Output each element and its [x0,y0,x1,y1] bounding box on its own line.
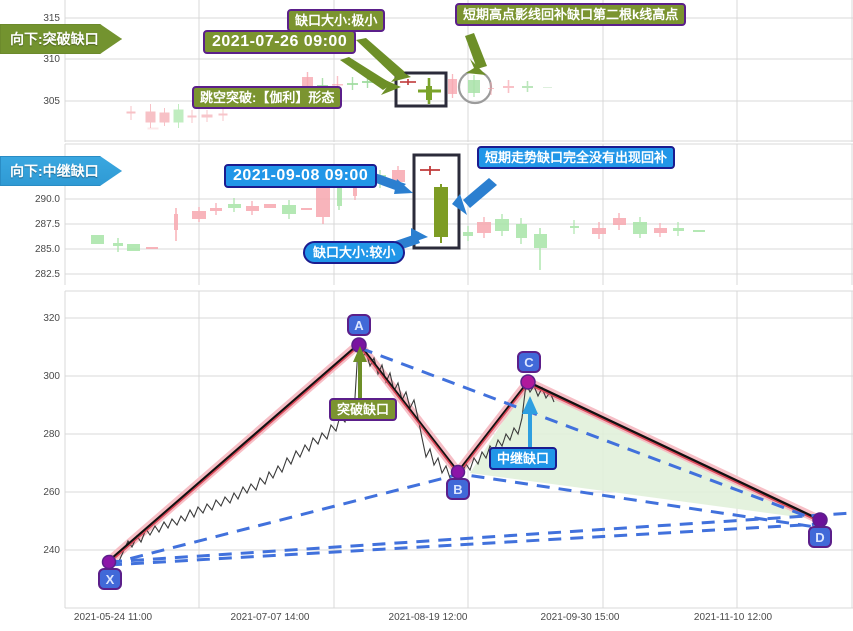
gap-size-label-mid: 缺口大小:较小 [303,241,406,264]
high-shadow-fill-label: 短期高点影线回补缺口第二根k线高点 [455,3,687,26]
runaway-gap-callout: 中继缺口 [489,447,558,470]
no-fill-label: 短期走势缺口完全没有出现回补 [477,146,676,169]
trend-area-fill [470,382,820,520]
y-tick-mid-0: 290.0 [34,194,60,205]
y-tick-mid-2: 285.0 [34,244,60,255]
y-tick-bot-1: 300 [43,371,60,382]
y-tick-bot-0: 320 [43,313,60,324]
y-tick-mid-1: 287.5 [34,219,60,230]
overview-trend-panel: 320 300 280 260 240 X A B C D 突破缺口 中继缺口 [0,288,853,631]
pivot-label-c: C [517,351,541,373]
breakaway-gap-banner: 向下:突破缺口 [0,24,122,54]
runaway-gap-plot [64,143,853,285]
y-tick-bot-4: 240 [43,545,60,556]
annotation-arrow-group [340,33,487,95]
runaway-gap-banner: 向下:中继缺口 [0,156,122,186]
runaway-gap-panel: 290.0 287.5 285.0 282.5 向下:中继缺口 2021-09-… [0,142,853,285]
pivot-label-x: X [98,568,122,590]
breakaway-gap-arrow [353,346,367,398]
breakaway-gap-callout: 突破缺口 [329,398,398,421]
x-tick-4: 2021-11-10 12:00 [693,612,773,623]
x-tick-0: 2021-05-24 11:00 [73,612,153,623]
runaway-gap-arrow [522,396,538,448]
y-tick-top-0: 315 [43,13,60,24]
y-tick-mid-3: 282.5 [34,269,60,280]
pivot-label-a: A [347,314,371,336]
pivot-halo [104,339,825,566]
gap-size-label-top: 缺口大小:极小 [287,9,386,32]
gap-highlight-box [394,71,448,108]
gap-date-label-top: 2021-07-26 09:00 [203,30,357,54]
breakaway-gap-plot [64,0,853,142]
x-tick-1: 2021-07-07 14:00 [230,612,310,623]
y-tick-top-2: 305 [43,96,60,107]
pivot-line [108,342,821,562]
x-tick-2: 2021-08-19 12:00 [388,612,468,623]
gap-candle-pair [420,166,448,243]
pivot-dots [101,337,828,570]
breakaway-gap-banner-label: 向下:突破缺口 [10,31,99,47]
gap-date-label-mid: 2021-09-08 09:00 [224,164,378,188]
runaway-gap-banner-label: 向下:中继缺口 [10,163,99,179]
overview-trend-plot [64,290,853,609]
x-tick-3: 2021-09-30 15:00 [540,612,620,623]
gap-candle-pair [400,78,441,104]
y-tick-bot-2: 280 [43,429,60,440]
y-tick-bot-3: 260 [43,487,60,498]
gap-pattern-label: 跳空突破:【伽利】形态 [192,86,343,109]
pivot-label-d: D [808,526,832,548]
y-tick-top-1: 310 [43,54,60,65]
breakaway-gap-panel: 315 310 305 向下:突破缺口 缺口大小:极小 2021-07-26 0… [0,0,853,142]
pivot-label-b: B [446,478,470,500]
